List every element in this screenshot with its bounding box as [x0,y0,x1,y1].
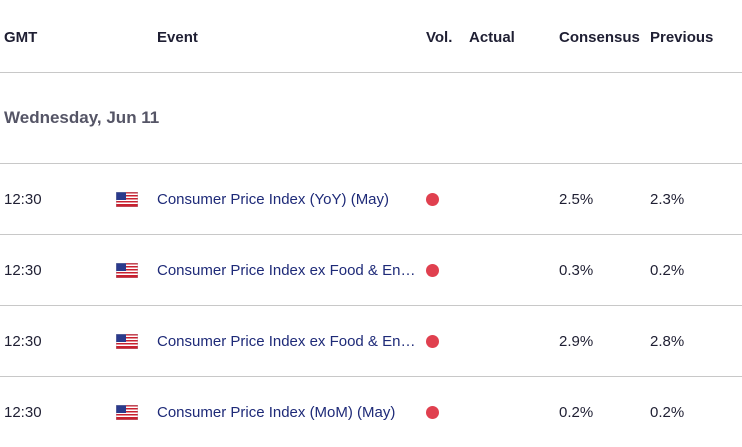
date-group-header: Wednesday, Jun 11 [0,73,742,164]
us-flag-icon [116,334,138,349]
consensus-value: 0.2% [559,404,594,421]
event-time: 12:30 [4,191,42,208]
event-title-link[interactable]: Consumer Price Index ex Food & Energy (Y… [157,262,423,279]
column-header-vol[interactable]: Vol. [426,29,453,46]
previous-value: 2.3% [650,191,685,208]
table-header: GMT Event Vol. Actual Consensus Previous [0,0,742,73]
volatility-dot [426,406,439,419]
previous-value: 2.8% [650,333,685,350]
consensus-value: 2.9% [559,333,594,350]
consensus-value: 2.5% [559,191,594,208]
event-title-link[interactable]: Consumer Price Index (MoM) (May) [157,404,396,421]
us-flag-icon [116,405,138,420]
consensus-value: 0.3% [559,262,594,279]
event-title-link[interactable]: Consumer Price Index (YoY) (May) [157,191,390,208]
previous-value: 0.2% [650,262,685,279]
us-flag-icon [116,192,138,207]
volatility-dot [426,264,439,277]
column-header-gmt[interactable]: GMT [4,29,38,46]
date-label: Wednesday, Jun 11 [4,108,160,127]
event-time: 12:30 [4,333,42,350]
event-time: 12:30 [4,262,42,279]
volatility-dot [426,335,439,348]
table-row[interactable]: 12:30 Consumer Price Index ex Food & Ene… [0,235,742,306]
column-header-previous[interactable]: Previous [650,29,714,46]
table-row[interactable]: 12:30 Consumer Price Index (YoY) (May) 2… [0,164,742,235]
table-row[interactable]: 12:30 Consumer Price Index (MoM) (May) 0… [0,377,742,447]
column-header-event[interactable]: Event [157,29,198,46]
table-row[interactable]: 12:30 Consumer Price Index ex Food & Ene… [0,306,742,377]
column-header-consensus[interactable]: Consensus [559,29,640,46]
previous-value: 0.2% [650,404,685,421]
volatility-dot [426,193,439,206]
event-time: 12:30 [4,404,42,421]
us-flag-icon [116,263,138,278]
event-title-link[interactable]: Consumer Price Index ex Food & Energy (M… [157,333,423,350]
column-header-actual[interactable]: Actual [469,29,515,46]
